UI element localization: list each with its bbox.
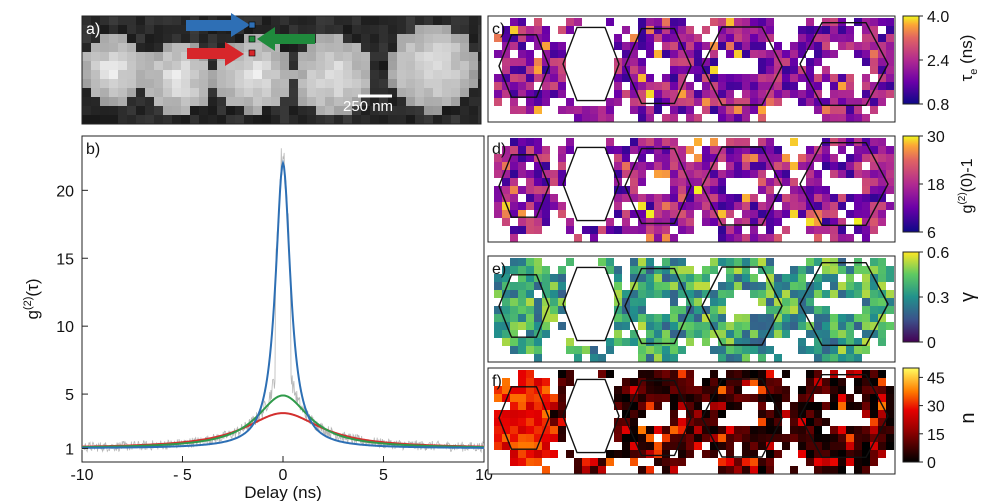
- heatmap-f: f): [487, 367, 896, 475]
- x-tick-label: -10: [70, 467, 93, 484]
- heatmap-d: d): [487, 135, 896, 243]
- hexagon-outline: [799, 374, 889, 458]
- colorbar-c-label: τe (ns): [957, 35, 980, 82]
- colorbar-e-label: γ: [957, 292, 979, 302]
- green-arrow: [257, 27, 315, 51]
- hexagon-outline: [562, 378, 620, 454]
- scale-bar-label: 250 nm: [343, 98, 393, 115]
- hexagon-outline: [799, 141, 889, 227]
- heatmap-panel-label: e): [492, 261, 506, 278]
- y-tick-label: 10: [56, 319, 74, 336]
- colorbar-tick-label: 4.0: [927, 9, 949, 26]
- x-axis-label: Delay (ns): [244, 483, 321, 501]
- colorbar-gradient: [902, 251, 920, 343]
- colorbar-tick-label: 6: [927, 225, 936, 242]
- blue-arrow: [186, 13, 250, 37]
- x-tick-label: 5: [379, 467, 388, 484]
- hexagon-outline: [624, 267, 692, 345]
- y-tick-label: 5: [65, 387, 74, 404]
- hexagon-outline: [701, 378, 783, 458]
- panel-a-label: a): [86, 21, 100, 38]
- hexagon-outline: [498, 386, 550, 450]
- colorbar-d-label: g(2)(0)-1: [957, 158, 976, 213]
- red-marker: [248, 49, 256, 57]
- colorbar-tick-label: 0: [927, 335, 936, 352]
- plot-frame: [81, 135, 485, 463]
- hexagon-outline: [498, 154, 550, 218]
- y-tick-label: 1: [65, 441, 74, 458]
- colorbar-tick-label: 0.6: [927, 245, 949, 262]
- panel-a: a) 250 nm: [81, 13, 482, 125]
- heatmap-panel-label: c): [492, 21, 505, 38]
- series-fit-green: [81, 394, 485, 449]
- hexagon-outline: [562, 26, 620, 102]
- green-marker: [248, 35, 256, 43]
- hexagon-outline: [562, 266, 620, 342]
- colorbar-tick-label: 18: [927, 177, 945, 194]
- colorbar-d: 30 18 6: [902, 129, 945, 242]
- colorbar-e: 0.6 0.3 0: [902, 245, 949, 352]
- colorbar-tick-label: 15: [927, 427, 945, 444]
- hexagon-outline: [799, 22, 889, 107]
- hexagon-outline: [498, 274, 550, 338]
- red-arrow: [187, 42, 244, 66]
- heatmap-frame: [487, 367, 896, 475]
- y-tick-label: 20: [56, 183, 74, 200]
- colorbars: 4.0 2.4 0.8 30 18 6 0.6 0.3 0 45 30 15 0: [902, 9, 949, 472]
- colorbar-f: 45 30 15 0: [902, 367, 945, 472]
- colorbar-tick-label: 0.3: [927, 290, 949, 307]
- hexagon-outline: [498, 34, 550, 98]
- y-axis-label: g(2)(τ): [22, 279, 42, 320]
- heatmap-c: c): [487, 15, 896, 123]
- plot-series: [81, 148, 485, 454]
- blue-marker: [248, 21, 256, 29]
- hexagon-outline: [701, 146, 783, 226]
- hexagon-outline: [701, 26, 783, 106]
- hexagon-outline: [799, 262, 889, 346]
- colorbar-f-label: n: [957, 412, 979, 423]
- hexagon-outline: [624, 379, 692, 457]
- x-tick-label: 0: [279, 467, 288, 484]
- colorbar-tick-label: 2.4: [927, 53, 949, 70]
- panel-a-frame: [81, 15, 482, 125]
- colorbar-gradient: [902, 367, 920, 463]
- y-tick-label: 15: [56, 251, 74, 268]
- hexagon-outline: [624, 27, 692, 105]
- x-tick-label: - 5: [173, 467, 192, 484]
- colorbar-gradient: [902, 15, 920, 105]
- panel-b-label: b): [86, 141, 100, 158]
- colorbar-gradient: [902, 135, 920, 233]
- heatmap-frame: [487, 255, 896, 363]
- colorbar-tick-label: 0: [927, 455, 936, 472]
- colorbar-tick-label: 30: [927, 399, 945, 416]
- panel-a-image: [82, 16, 481, 124]
- hexagon-outline: [624, 147, 692, 225]
- heatmap-panel-label: d): [492, 141, 506, 158]
- heatmap-panel-label: f): [492, 373, 502, 390]
- series-fit-blue: [81, 159, 485, 449]
- heatmap-frame: [487, 135, 896, 243]
- hexagon-outline: [562, 146, 620, 222]
- colorbar-c: 4.0 2.4 0.8: [902, 9, 949, 114]
- colorbar-tick-label: 30: [927, 129, 945, 146]
- heatmap-panels: c) d) e) f): [487, 15, 896, 475]
- heatmap-e: e): [487, 255, 896, 363]
- hexagon-outline: [701, 266, 783, 346]
- heatmap-frame: [487, 15, 896, 123]
- colorbar-tick-label: 45: [927, 370, 945, 387]
- colorbar-tick-label: 0.8: [927, 97, 949, 114]
